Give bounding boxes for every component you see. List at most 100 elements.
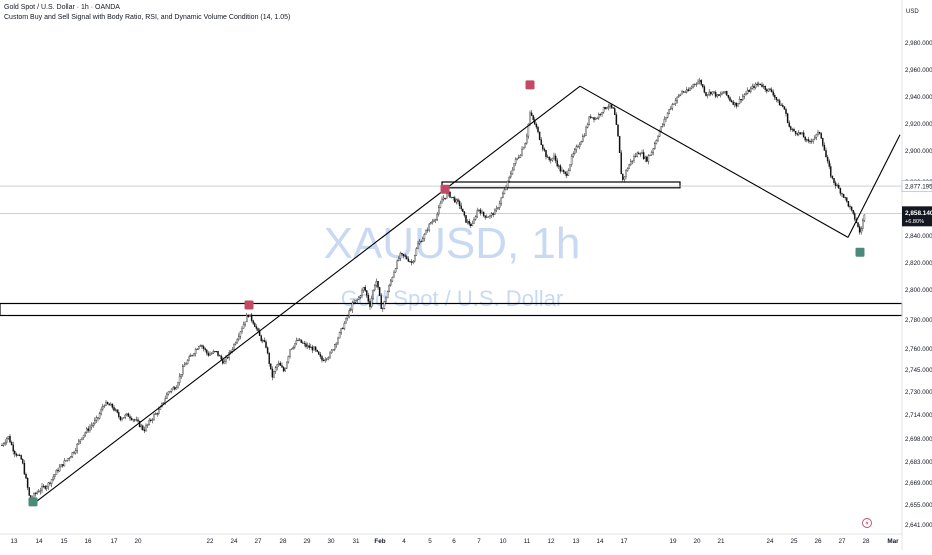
candle-up <box>518 157 520 159</box>
candle-up <box>494 209 496 215</box>
candle-down <box>807 139 810 142</box>
candle-down <box>833 178 835 183</box>
time-tick-label: 28 <box>279 538 287 545</box>
candle-down <box>12 444 14 452</box>
candle-up <box>414 255 416 262</box>
candle-down <box>562 170 565 173</box>
candle-up <box>583 135 586 137</box>
candle-down <box>618 135 621 153</box>
candle-down <box>838 185 840 189</box>
candle-up <box>697 81 699 85</box>
candle-up <box>684 91 686 93</box>
candle-down <box>769 88 771 90</box>
candle-down <box>463 211 466 216</box>
candle-down <box>550 159 552 161</box>
candle-down <box>857 222 859 227</box>
candle-up <box>98 413 101 419</box>
candle-up <box>553 155 555 159</box>
indicator-name[interactable]: Custom Buy and Sell Signal with Body Rat… <box>4 14 291 21</box>
candle-up <box>180 374 182 377</box>
candle-down <box>642 152 645 159</box>
candle-up <box>385 297 387 302</box>
candle-up <box>164 398 166 403</box>
candle-up <box>490 213 493 216</box>
candle-down <box>73 452 75 454</box>
candle-up <box>154 413 157 415</box>
candle-up <box>167 391 170 395</box>
last-price-change: +6.80% <box>905 219 924 225</box>
candle-up <box>190 355 192 357</box>
candle-down <box>42 485 45 487</box>
candle-down <box>772 91 774 96</box>
flash-icon[interactable] <box>862 518 872 528</box>
candle-up <box>2 443 5 446</box>
candle-down <box>831 176 834 179</box>
candle-down <box>319 354 322 357</box>
time-tick-label: 13 <box>10 538 18 545</box>
candle-up <box>52 476 54 480</box>
candle-up <box>561 170 563 172</box>
candle-down <box>543 148 546 151</box>
candle-up <box>241 328 243 333</box>
candle-up <box>594 118 597 120</box>
sell-signal-marker <box>440 184 450 194</box>
candle-down <box>753 85 755 88</box>
candle-down <box>127 413 130 417</box>
candle-up <box>422 238 424 242</box>
candle-up <box>286 361 288 369</box>
candle-up <box>497 207 499 209</box>
candle-down <box>220 355 222 360</box>
candle-up <box>505 187 507 190</box>
candle-up <box>262 340 264 342</box>
candle-up <box>177 382 179 388</box>
candle-up <box>362 287 365 291</box>
candle-up <box>166 393 168 399</box>
candle-up <box>502 193 504 199</box>
candle-down <box>263 340 266 342</box>
candle-up <box>498 203 501 208</box>
price-tick-label: 2,655.000 <box>905 502 932 509</box>
candle-up <box>650 152 653 156</box>
candle-up <box>495 208 498 211</box>
candle-up <box>348 310 350 317</box>
price-tick-label: 2,669.000 <box>905 480 932 487</box>
candle-up <box>812 138 814 142</box>
candle-up <box>596 117 598 119</box>
candle-up <box>278 362 280 365</box>
candle-down <box>556 160 558 167</box>
candle-up <box>527 123 530 137</box>
time-tick-label: 7 <box>477 538 481 545</box>
candle-up <box>601 112 603 115</box>
candle-up <box>689 88 691 91</box>
candle-up <box>510 173 512 178</box>
candle-down <box>204 348 206 351</box>
price-tick-label: 2,698.000 <box>905 436 932 443</box>
time-axis[interactable]: 13 14 15 16 17 20 22 24 27 28 29 30 31 Feb 4 5 6 7 10 11 12 1… <box>0 533 902 545</box>
watermark-description: Gold Spot / U.S. Dollar <box>341 286 564 311</box>
candle-down <box>559 165 562 172</box>
price-axis[interactable]: USD <box>901 0 919 550</box>
symbol-title[interactable]: Gold Spot / U.S. Dollar · 1h · OANDA <box>4 4 120 11</box>
candle-down <box>44 485 46 489</box>
candle-down <box>14 451 16 455</box>
price-layer <box>1 77 866 502</box>
candle-up <box>65 460 67 462</box>
candle-up <box>60 464 62 468</box>
candle-up <box>92 423 94 426</box>
candle-up <box>273 371 275 378</box>
candle-down <box>482 211 485 216</box>
candle-up <box>335 342 338 345</box>
time-tick-label: 29 <box>303 538 311 545</box>
candle-down <box>108 403 110 406</box>
candle-up <box>356 299 358 301</box>
candle-up <box>313 346 315 351</box>
time-tick-label: 20 <box>693 538 701 545</box>
price-tick-label: 2,780.000 <box>905 317 932 324</box>
candle-up <box>588 116 590 125</box>
candle-up <box>681 91 683 95</box>
price-tick-label: 2,683.000 <box>905 459 932 466</box>
candle-down <box>268 352 270 364</box>
candle-up <box>474 216 477 220</box>
price-tick-label: 2,980.000 <box>905 40 932 47</box>
